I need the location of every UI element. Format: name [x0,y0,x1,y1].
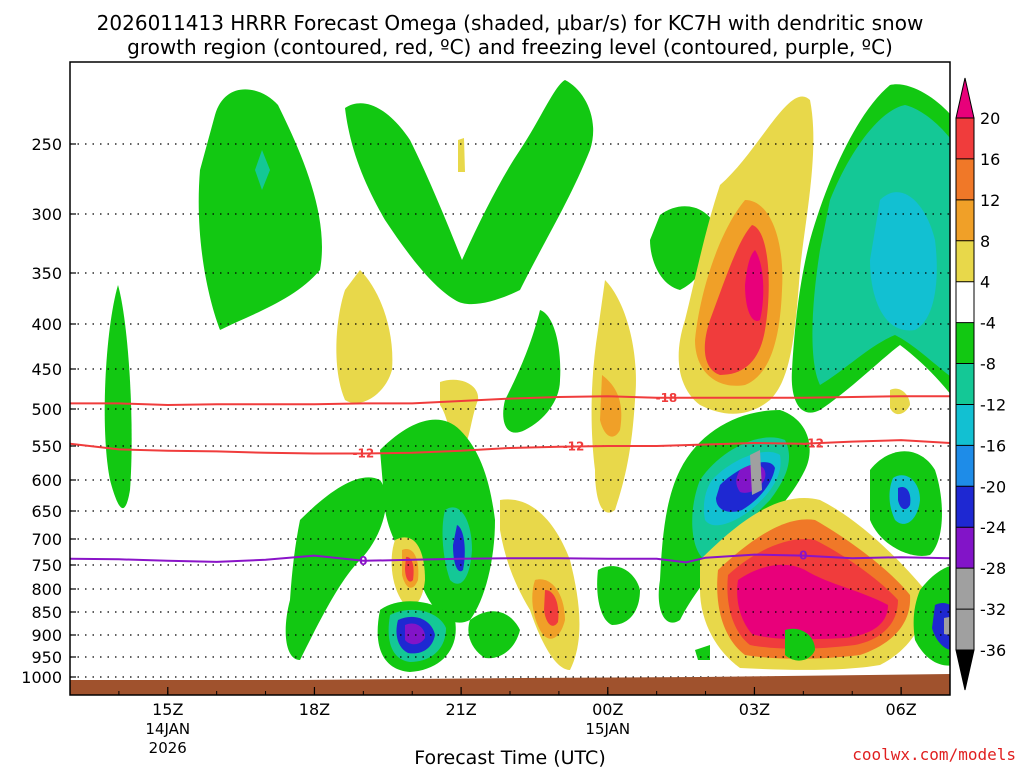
omega-green-tall-left [104,285,132,509]
omega-green-small-right-low [785,628,815,661]
omega-green-tiny-right [695,645,710,660]
colorbar-label-3: 8 [980,232,990,251]
colorbar-label-9: -20 [980,477,1006,496]
xtick-label-18Z: 18Z [299,700,330,719]
ytick-label-700: 700 [31,530,62,549]
colorbar-segment-4 [956,281,974,323]
ytick-label-400: 400 [31,315,62,334]
omega-green-mid [503,310,561,433]
omega-yellow-small-right [890,388,910,415]
xtick-label-00Z: 00Z [592,700,623,719]
colorbar-label-12: -32 [980,600,1006,619]
xtick-label-15Z: 15Z [152,700,183,719]
omega-red-low-22z [544,590,559,626]
colorbar-label-7: -12 [980,395,1006,414]
isotherm-label: 0 [799,549,807,563]
ytick-label-600: 600 [31,471,62,490]
colorbar-segment-0 [956,118,974,159]
colorbar-label-2: 12 [980,191,1000,210]
omega-yellow-tiny-top [458,138,465,172]
credit-text: coolwx.com/models [852,745,1016,764]
chart-title-line1: 2026011413 HRRR Forecast Omega (shaded, … [97,11,924,35]
colorbar-label-13: -36 [980,641,1006,660]
colorbar-segment-8 [956,445,974,487]
omega-teal-right [870,192,937,331]
colorbar-label-5: -4 [980,314,996,333]
xtick-date-15Z: 14JAN [145,720,190,738]
omega-red-low-20z [405,556,414,582]
isotherm-0 [70,395,950,407]
omega-orange-column [600,375,622,437]
terrain [70,674,950,695]
ytick-label-300: 300 [31,205,62,224]
colorbar-label-6: -8 [980,355,996,374]
omega-magenta-max-aloft [745,250,764,321]
colorbar-segment-3 [956,240,974,282]
ytick-label-800: 800 [31,580,62,599]
colorbar-segment-2 [956,199,974,241]
chart-title-line2: growth region (contoured, red, ºC) and f… [127,35,893,59]
colorbar-label-10: -24 [980,518,1006,537]
colorbar-segment-7 [956,404,974,446]
ytick-label-350: 350 [31,264,62,283]
colorbar-label-0: 20 [980,109,1000,128]
omega-yellow-small-21z [440,379,479,452]
isotherm-2 [70,553,950,564]
colorbar: 20 16 12 8 4 -4 -8 -12 -16 -20 -24 -28 -32 -36 [955,77,1006,691]
colorbar-segment-10 [956,527,974,569]
isotherm-contours: -18 -12 -12 -12 0 0 [70,391,950,568]
ytick-label-950: 950 [31,648,62,667]
ytick-label-900: 900 [31,626,62,645]
ytick-label-450: 450 [31,360,62,379]
omega-green-low-left [285,477,387,660]
y-axis-ticks: 250 300 350 400 450 500 550 600 650 700 750 800 850 9… [21,135,76,687]
isotherm-label: -12 [802,436,824,450]
xtick-date-00Z: 15JAN [585,720,630,738]
ytick-label-750: 750 [31,556,62,575]
ytick-label-500: 500 [31,400,62,419]
omega-green-upper-left [198,89,322,330]
omega-green-low-22z [468,611,520,659]
xtick-label-06Z: 06Z [885,700,916,719]
x-axis-label: Forecast Time (UTC) [414,747,605,768]
xtick-label-03Z: 03Z [739,700,770,719]
ytick-label-850: 850 [31,603,62,622]
colorbar-bottom-arrow [955,649,975,691]
xtick-label-21Z: 21Z [445,700,476,719]
colorbar-segment-12 [956,609,974,650]
omega-yellow-mid-left [336,270,393,404]
isotherm-label: -12 [563,439,585,453]
colorbar-segment-6 [956,363,974,405]
omega-green-upper-middle [345,80,594,305]
ytick-label-1000: 1000 [21,668,62,687]
colorbar-segment-11 [956,568,974,610]
omega-shading [104,80,950,672]
isotherm-label: -18 [656,391,678,405]
omega-grey-bottom-right [944,616,950,636]
isotherm-label: -12 [352,446,374,460]
isotherm-1 [70,439,950,455]
colorbar-segment-5 [956,322,974,364]
ytick-label-550: 550 [31,437,62,456]
omega-magenta-low-right [737,564,888,640]
omega-grey-core [750,450,762,495]
xtick-year-15Z: 2026 [149,739,187,757]
isotherm-label: 0 [359,554,367,568]
colorbar-label-8: -16 [980,436,1006,455]
omega-cyan-spot-left [255,150,270,190]
omega-green-low-00z [597,566,640,625]
omega-blue-bottom-right [932,603,950,650]
ytick-label-650: 650 [31,502,62,521]
colorbar-top-arrow [955,77,975,119]
colorbar-label-4: 4 [980,273,990,292]
colorbar-segment-9 [956,486,974,528]
colorbar-segment-1 [956,158,974,200]
omega-blue-low-right-edge [898,486,911,510]
ytick-label-250: 250 [31,135,62,154]
colorbar-label-1: 16 [980,150,1000,169]
colorbar-label-11: -28 [980,559,1006,578]
omega-purple-low-20z [405,623,426,645]
